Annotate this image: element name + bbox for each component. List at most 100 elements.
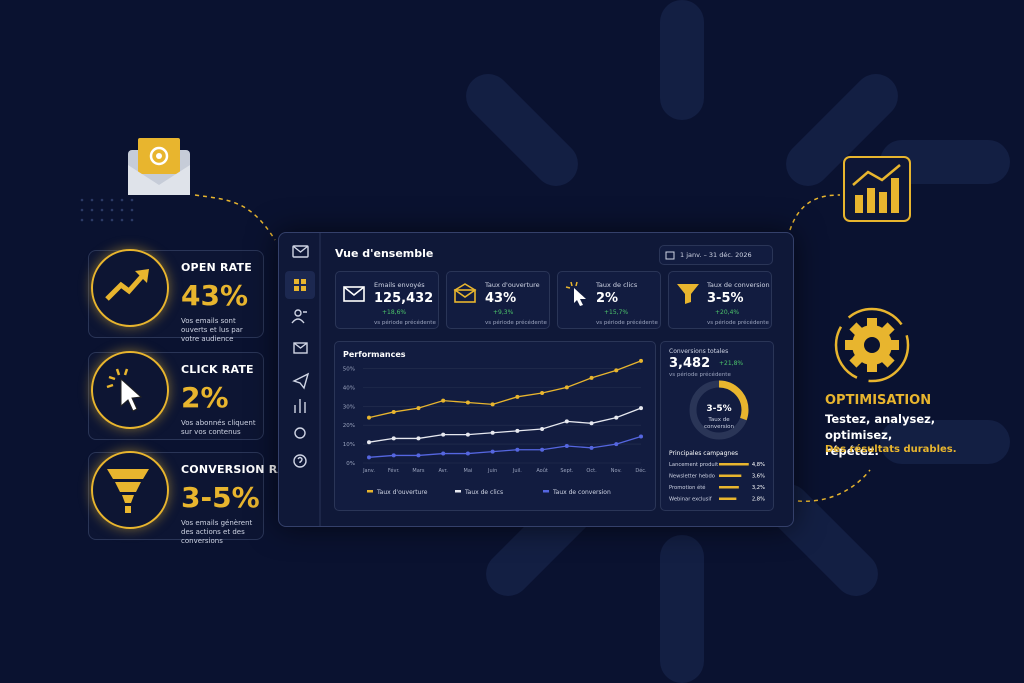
chart-title: Performances bbox=[343, 350, 406, 359]
data-point bbox=[465, 451, 470, 456]
x-tick-label: Mai bbox=[464, 468, 473, 474]
legend-swatch bbox=[455, 490, 461, 493]
kpi-note: vs période précédente bbox=[707, 320, 769, 326]
trend-icon bbox=[105, 269, 149, 301]
data-point bbox=[441, 451, 446, 456]
icon-ring bbox=[91, 249, 169, 327]
kpi-icon bbox=[565, 281, 586, 306]
data-point bbox=[614, 442, 619, 447]
data-point bbox=[391, 453, 396, 458]
legend-label: Taux de clics bbox=[464, 489, 503, 496]
icon-ring bbox=[91, 351, 169, 429]
kpi-delta: +18,6% bbox=[382, 309, 407, 316]
x-tick-label: Avr. bbox=[439, 468, 449, 474]
data-point bbox=[367, 415, 371, 420]
campaign-name: Webinar exclusif bbox=[669, 497, 712, 503]
x-tick-label: Août bbox=[536, 467, 548, 474]
card-value: 2% bbox=[181, 381, 229, 414]
calendar-icon bbox=[665, 251, 675, 260]
cursor-icon bbox=[106, 368, 143, 412]
kpi-label: Taux de clics bbox=[596, 281, 638, 289]
y-tick-label: 20% bbox=[343, 423, 355, 429]
campaign-bar bbox=[719, 474, 742, 477]
kpi-delta: +15,7% bbox=[604, 309, 629, 316]
kpi-icon bbox=[677, 284, 699, 304]
data-point bbox=[515, 447, 520, 452]
data-point bbox=[639, 358, 643, 363]
campaign-name: Newsletter hebdo bbox=[669, 474, 715, 480]
legend-label: Taux de conversion bbox=[552, 489, 611, 496]
kpi-value: 125,432 bbox=[374, 291, 434, 306]
data-point bbox=[614, 368, 619, 373]
data-point bbox=[465, 432, 470, 437]
optimisation-text: Testez, analysez, optimisez, répétez. bbox=[825, 412, 936, 458]
kpi-icon bbox=[343, 286, 365, 302]
data-point bbox=[540, 447, 545, 452]
date-picker[interactable]: 1 janv. – 31 déc. 2026 bbox=[659, 245, 773, 265]
conversions-card: Conversions totales 3,482 +21,8% vs péri… bbox=[660, 341, 774, 511]
date-range: 1 janv. – 31 déc. 2026 bbox=[680, 251, 752, 259]
data-point bbox=[540, 426, 545, 431]
conversions-delta: +21,8% bbox=[719, 360, 744, 367]
donut bbox=[689, 380, 749, 440]
card-title: CLICK RATE bbox=[181, 363, 254, 376]
legend-swatch bbox=[367, 490, 373, 493]
data-point bbox=[564, 443, 569, 448]
metric-card: OPEN RATE 43% Vos emails sont ouverts et… bbox=[88, 249, 264, 343]
y-tick-label: 30% bbox=[343, 404, 355, 410]
campaign-value: 3,6% bbox=[752, 474, 765, 480]
x-tick-label: Juin bbox=[487, 468, 497, 474]
donut-label: Taux de conversion bbox=[703, 417, 735, 430]
dashboard-title: Vue d'ensemble bbox=[335, 247, 434, 260]
data-point bbox=[416, 453, 421, 458]
card-description: Vos emails génèrent des actions et des c… bbox=[181, 519, 253, 545]
funnel-icon bbox=[107, 469, 149, 513]
data-point bbox=[367, 440, 371, 445]
kpi-card: Taux de conversion 3-5% +20,4% vs périod… bbox=[668, 271, 772, 329]
data-point bbox=[639, 434, 643, 439]
x-tick-label: Déc. bbox=[635, 467, 647, 474]
campaign-name: Lancement produit bbox=[669, 462, 718, 468]
kpi-value: 3-5% bbox=[707, 291, 744, 306]
campaign-bar bbox=[719, 463, 749, 466]
conversions-note: vs période précédente bbox=[669, 372, 731, 378]
x-tick-label: Févr. bbox=[388, 467, 400, 474]
kpi-label: Taux de conversion bbox=[707, 281, 770, 289]
data-point bbox=[391, 436, 396, 441]
kpi-value: 2% bbox=[596, 291, 619, 306]
y-tick-label: 40% bbox=[343, 385, 355, 391]
x-tick-label: Sept. bbox=[560, 468, 573, 474]
campaign-name: Promotion été bbox=[669, 484, 705, 491]
campaign-value: 4,8% bbox=[752, 462, 765, 468]
kpi-label: Taux d'ouverture bbox=[485, 281, 540, 289]
metric-card: CLICK RATE 2% Vos abonnés cliquent sur v… bbox=[88, 351, 264, 440]
y-tick-label: 50% bbox=[343, 366, 355, 372]
kpi-label: Emails envoyés bbox=[374, 281, 425, 289]
data-point bbox=[441, 432, 446, 437]
kpi-note: vs période précédente bbox=[485, 320, 547, 326]
series-line bbox=[368, 435, 642, 458]
dashboard-panel: Vue d'ensemble 1 janv. – 31 déc. 2026 Em… bbox=[278, 232, 794, 527]
icon-ring bbox=[91, 451, 169, 529]
card-title: CONVERSION RATE bbox=[181, 463, 301, 476]
donut-value: 3-5% bbox=[706, 404, 732, 414]
data-point bbox=[614, 415, 619, 420]
card-description: Vos abonnés cliquent sur vos contenus bbox=[181, 419, 256, 436]
data-point bbox=[465, 400, 470, 405]
data-point bbox=[540, 391, 545, 396]
legend-swatch bbox=[543, 490, 549, 493]
data-point bbox=[441, 398, 446, 403]
x-tick-label: Juil. bbox=[512, 468, 522, 474]
campaign-bar bbox=[719, 486, 739, 489]
kpi-card: Taux de clics 2% +15,7% vs période précé… bbox=[557, 271, 661, 329]
data-point bbox=[515, 394, 520, 399]
data-point bbox=[639, 406, 643, 411]
campaign-value: 3,2% bbox=[752, 485, 765, 491]
data-point bbox=[490, 402, 495, 407]
metric-card: CONVERSION RATE 3-5% Vos emails génèrent… bbox=[88, 451, 300, 545]
card-value: 43% bbox=[181, 279, 249, 312]
data-point bbox=[490, 430, 495, 435]
data-point bbox=[589, 375, 594, 380]
campaign-bar bbox=[719, 497, 737, 500]
